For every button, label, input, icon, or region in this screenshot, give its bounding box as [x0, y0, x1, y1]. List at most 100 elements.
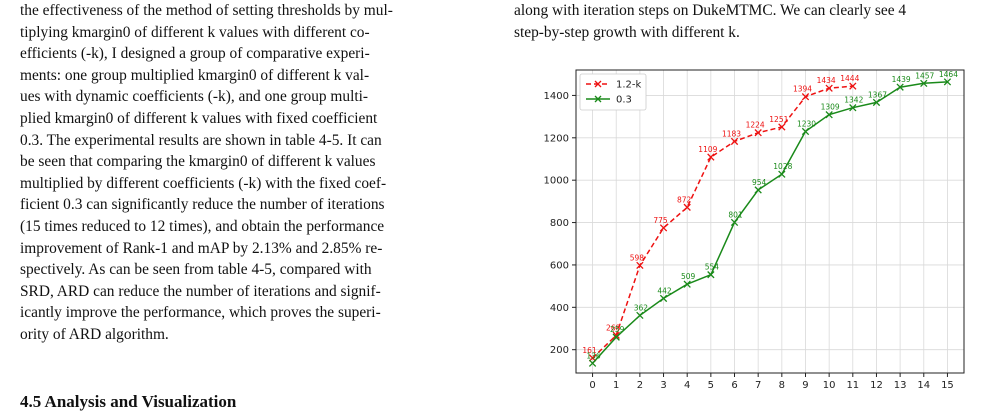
marker-stroke: [588, 359, 597, 367]
x-tick-label: 4: [684, 380, 690, 391]
text-line: be seen that comparing the kmargin0 of d…: [20, 153, 376, 171]
x-tick-label: 8: [779, 380, 785, 391]
x-tick-label: 11: [846, 380, 859, 391]
legend-label: 0.3: [616, 95, 632, 106]
x-tick-label: 0: [589, 380, 595, 391]
data-label: 1342: [844, 96, 863, 105]
x-tick-label: 9: [802, 380, 808, 391]
text-line: improvement of Rank-1 and mAP by 2.13% a…: [20, 239, 383, 257]
series-line: [592, 85, 853, 359]
marker-stroke: [825, 111, 833, 119]
data-point: [612, 333, 620, 341]
marker-stroke: [801, 127, 810, 136]
marker-stroke: [778, 123, 786, 131]
legend-label: 1.2-k: [616, 80, 642, 91]
x-tick-label: 1: [613, 380, 619, 391]
data-label: 775: [653, 216, 668, 225]
data-point: [730, 218, 739, 227]
data-point: [659, 294, 668, 303]
y-tick-label: 600: [550, 260, 569, 271]
data-label: 1309: [821, 103, 840, 112]
data-label: 268: [606, 323, 621, 332]
marker-stroke: [872, 98, 881, 107]
y-tick-label: 1200: [544, 133, 569, 144]
x-tick-label: 5: [708, 380, 714, 391]
marker-stroke: [730, 137, 739, 146]
data-point: [659, 224, 668, 232]
data-label: 1444: [840, 74, 859, 83]
data-label: 801: [728, 210, 743, 219]
data-point: [920, 79, 928, 88]
x-tick-label: 2: [637, 380, 643, 391]
marker-stroke: [849, 82, 857, 90]
marker-stroke: [683, 203, 691, 211]
marker-stroke: [754, 186, 762, 194]
section-heading: 4.5 Analysis and Visualization: [20, 392, 237, 411]
data-label: 1224: [746, 121, 765, 130]
data-point: [683, 280, 691, 288]
marker-stroke: [801, 93, 810, 101]
x-tick-label: 10: [823, 380, 836, 391]
data-point: [730, 137, 739, 146]
x-tick-label: 6: [731, 380, 737, 391]
data-label: 1464: [939, 70, 958, 79]
marker-stroke: [612, 333, 620, 341]
data-label: 872: [677, 195, 692, 204]
text-line: the effectiveness of the method of setti…: [20, 2, 393, 19]
legend-marker: [594, 95, 602, 103]
data-label: 161: [582, 346, 597, 355]
data-point: [825, 84, 833, 92]
y-tick-label: 1000: [544, 176, 569, 187]
marker-stroke: [588, 354, 597, 362]
line-chart: 0 1 2 3 4 5 6 7 8 9 10 11 12 13 14 15200400600800100012…: [544, 69, 965, 391]
data-point: [636, 311, 644, 320]
marker-stroke: [707, 153, 715, 161]
data-label: 362: [634, 303, 649, 312]
y-tick-label: 800: [550, 218, 569, 229]
data-point: [801, 127, 810, 136]
marker-stroke: [920, 79, 928, 88]
data-label: 1457: [915, 71, 934, 80]
data-label: 598: [630, 253, 645, 262]
data-label: 1183: [722, 129, 741, 138]
text-line: icantly improve the performance, which p…: [20, 304, 381, 322]
text-line: tiplying kmargin0 of different k values …: [20, 23, 370, 41]
data-label: 1367: [868, 90, 887, 99]
figure: 0 1 2 3 4 5 6 7 8 9 10 11 12 13 14 15 200 400 600 800 1000 12…: [512, 58, 972, 403]
data-label: 1251: [769, 115, 788, 124]
marker-stroke: [849, 104, 857, 112]
paragraph: the effectiveness of the method of setti…: [20, 0, 488, 346]
data-point: [849, 104, 857, 112]
data-point: [612, 331, 620, 339]
data-point: [778, 123, 786, 131]
x-tick-label: 7: [755, 380, 761, 391]
data-point: [754, 129, 762, 137]
data-label: 442: [657, 286, 672, 295]
text-line: spectively. As can be seen from table 4-…: [20, 261, 372, 279]
data-label: 136: [586, 351, 601, 360]
data-point: [943, 78, 952, 86]
right-column-text: along with iteration steps on DukeMTMC. …: [514, 0, 984, 43]
data-point: [778, 170, 786, 178]
text-line: ues with dynamic coefficients (-k), and …: [20, 88, 369, 106]
data-label: 1434: [817, 76, 836, 85]
text-line: efficients (-k), I designed a group of c…: [20, 45, 370, 63]
marker-stroke: [636, 261, 644, 270]
data-label: 554: [705, 263, 720, 272]
data-label: 1439: [892, 75, 911, 84]
text-line: SRD, ARD can reduce the number of iterat…: [20, 282, 381, 300]
marker-stroke: [683, 280, 691, 288]
marker-stroke: [707, 271, 715, 279]
series-line: [592, 81, 948, 364]
text-line: (15 times reduced to 12 times), and obta…: [20, 217, 385, 235]
marker-stroke: [659, 294, 668, 303]
y-tick-label: 1400: [544, 91, 569, 102]
data-point: [896, 83, 904, 91]
data-point: [588, 359, 597, 367]
legend-marker: [594, 80, 602, 88]
data-point: [825, 111, 833, 119]
data-label: 1109: [698, 145, 717, 154]
text-line: ority of ARD algorithm.: [20, 325, 169, 343]
text-line: along with iteration steps on DukeMTMC. …: [514, 2, 907, 19]
marker-stroke: [754, 129, 762, 137]
